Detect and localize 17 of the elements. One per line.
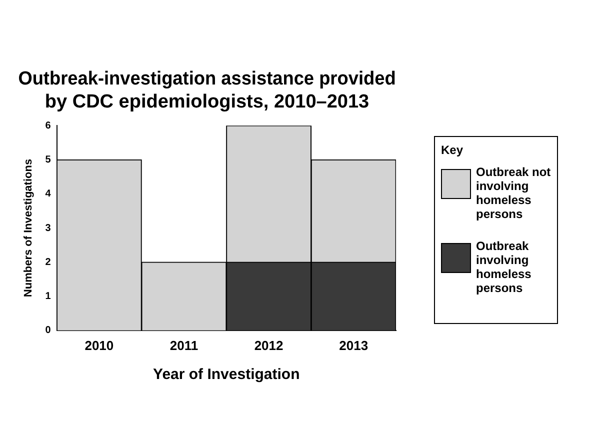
- legend-title: Key: [441, 143, 464, 157]
- y-tick-label: 1: [45, 291, 52, 302]
- x-axis-title: Year of Investigation: [153, 366, 300, 384]
- y-tick-label: 2: [45, 256, 52, 268]
- x-tick-label: 2011: [170, 338, 198, 353]
- text: Outbreak involving homeless persons: [476, 239, 532, 295]
- x-tick-label: 2013: [339, 338, 368, 353]
- x-tick-label: 2012: [254, 338, 284, 353]
- chart-title: Outbreak-investigation assistance provided by CDC epidemiologists, 2010–2013: [18, 67, 396, 112]
- y-tick-label: 4: [45, 188, 52, 200]
- y-tick-label: 5: [45, 154, 52, 166]
- text: Outbreak not involving homeless persons: [476, 165, 551, 221]
- y-tick-label: 3: [45, 222, 52, 234]
- y-axis-title: Numbers of Investigations: [22, 158, 35, 298]
- y-tick-label: 0: [45, 325, 52, 336]
- y-tick-label: 6: [45, 120, 52, 132]
- x-tick-label: 2010: [84, 338, 114, 353]
